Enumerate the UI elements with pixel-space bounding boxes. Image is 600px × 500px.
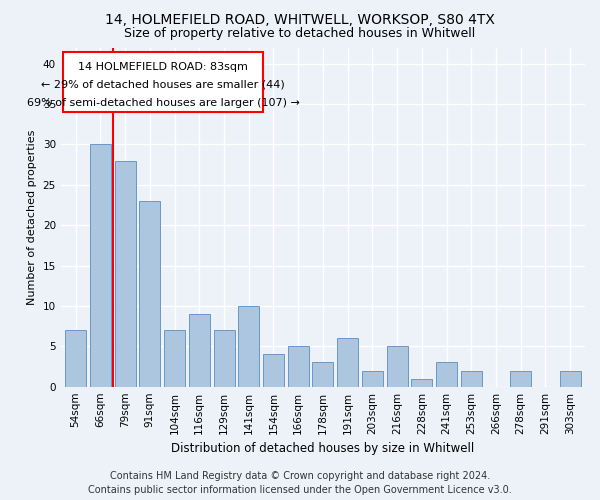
Text: ← 29% of detached houses are smaller (44): ← 29% of detached houses are smaller (44… [41,80,285,90]
Text: 69% of semi-detached houses are larger (107) →: 69% of semi-detached houses are larger (… [26,98,299,108]
Bar [386,346,407,387]
Bar [560,370,581,386]
Text: 14 HOLMEFIELD ROAD: 83sqm: 14 HOLMEFIELD ROAD: 83sqm [78,62,248,72]
Bar [510,370,531,386]
Bar [139,201,160,386]
Text: 14, HOLMEFIELD ROAD, WHITWELL, WORKSOP, S80 4TX: 14, HOLMEFIELD ROAD, WHITWELL, WORKSOP, … [105,12,495,26]
Bar [115,160,136,386]
FancyBboxPatch shape [63,52,263,112]
Bar [65,330,86,386]
X-axis label: Distribution of detached houses by size in Whitwell: Distribution of detached houses by size … [172,442,475,455]
Bar [90,144,111,386]
Y-axis label: Number of detached properties: Number of detached properties [27,130,37,305]
Text: Size of property relative to detached houses in Whitwell: Size of property relative to detached ho… [124,28,476,40]
Bar [263,354,284,386]
Text: Contains HM Land Registry data © Crown copyright and database right 2024.
Contai: Contains HM Land Registry data © Crown c… [88,471,512,495]
Bar [461,370,482,386]
Bar [412,378,433,386]
Bar [238,306,259,386]
Bar [164,330,185,386]
Bar [436,362,457,386]
Bar [214,330,235,386]
Bar [313,362,334,386]
Bar [337,338,358,386]
Bar [287,346,309,387]
Bar [189,314,210,386]
Bar [362,370,383,386]
